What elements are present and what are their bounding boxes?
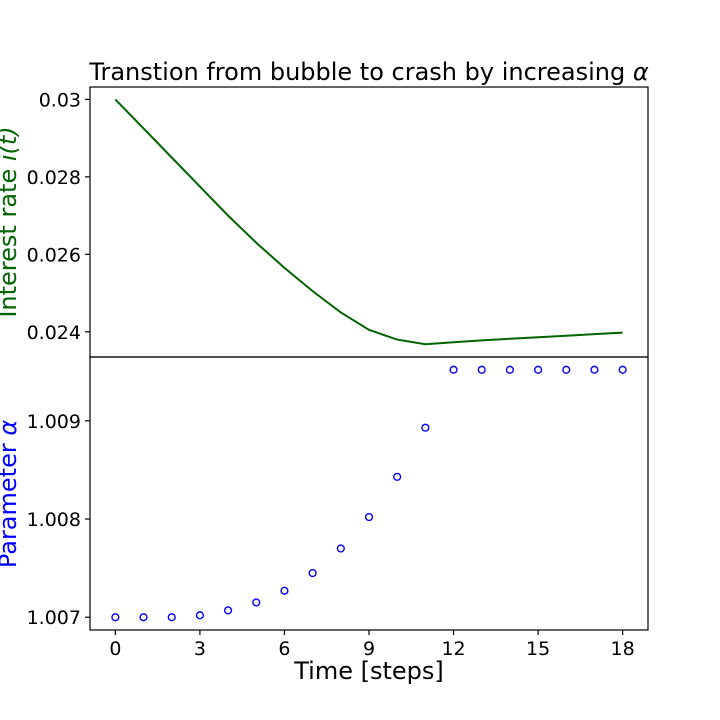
x-tick-label: 0	[109, 638, 121, 660]
alpha-point	[393, 472, 402, 481]
alpha-point	[280, 586, 289, 595]
alpha-point	[477, 365, 486, 374]
y-tick-label: 0.028	[27, 167, 81, 189]
alpha-point	[533, 365, 543, 374]
x-tick-label: 18	[611, 638, 635, 660]
y-tick-label: 1.008	[27, 509, 81, 531]
alpha-point	[364, 512, 374, 522]
chart-title: Transtion from bubble to crash by increa…	[88, 58, 649, 86]
alpha-point	[505, 365, 515, 374]
time-x-label: Time [steps]	[293, 657, 444, 685]
parameter-alpha-y-ticks: 1.007 1.008 1.009	[27, 411, 90, 629]
y-tick-label: 1.007	[27, 607, 81, 629]
time-x-ticks: 0 3 6 9 12 15 18	[109, 630, 635, 660]
alpha-point	[562, 365, 571, 374]
alpha-point	[308, 568, 317, 578]
alpha-point	[223, 606, 233, 615]
parameter-alpha-points	[111, 365, 627, 622]
alpha-point	[195, 611, 205, 620]
x-tick-label: 12	[441, 638, 465, 660]
alpha-point	[139, 613, 148, 622]
alpha-point	[421, 423, 430, 432]
y-tick-label: 0.024	[27, 322, 81, 344]
parameter-alpha-y-label: Parameter α	[0, 420, 22, 569]
alpha-point	[111, 613, 120, 622]
interest-rate-y-ticks: 0.024 0.026 0.028 0.03	[27, 89, 90, 344]
parameter-alpha-plot-frame	[89, 356, 649, 631]
y-tick-label: 0.03	[39, 89, 81, 111]
y-tick-label: 0.026	[27, 244, 81, 266]
x-tick-label: 9	[363, 638, 375, 660]
alpha-point	[618, 365, 627, 374]
alpha-point	[336, 544, 345, 553]
interest-rate-line	[114, 98, 623, 346]
parameter-alpha-panel: 1.007 1.008 1.009 0 3 6 9 12 15 18 Parameter α T…	[0, 356, 649, 685]
x-tick-label: 6	[278, 638, 290, 660]
alpha-point	[252, 598, 261, 607]
y-tick-label: 1.009	[27, 411, 81, 433]
x-tick-label: 15	[526, 638, 550, 660]
alpha-point	[449, 365, 458, 374]
interest-rate-y-label: Interest rate i(t)	[0, 126, 22, 317]
alpha-point	[167, 613, 176, 622]
alpha-point	[590, 365, 599, 374]
x-tick-label: 3	[194, 638, 206, 660]
